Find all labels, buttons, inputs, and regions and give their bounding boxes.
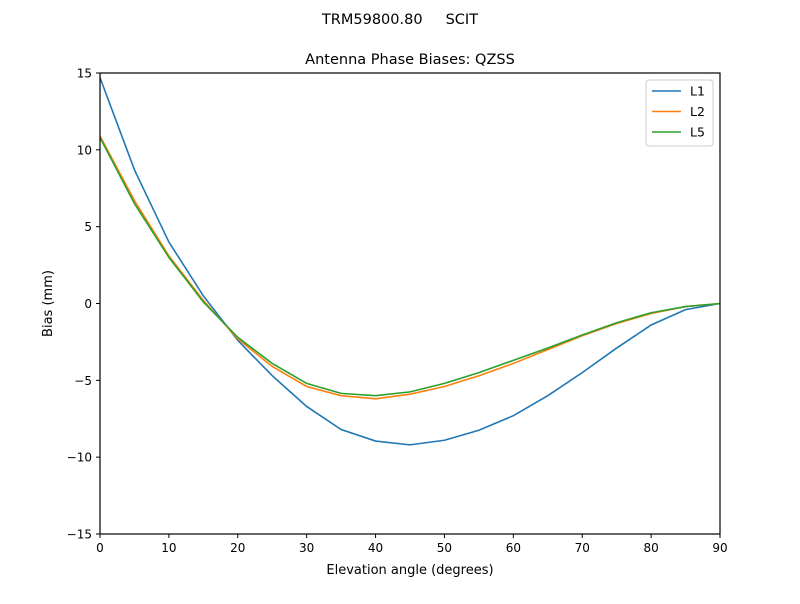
plot-area xyxy=(99,77,721,446)
x-tick-label: 0 xyxy=(96,541,104,555)
y-tick-label: 0 xyxy=(84,297,92,311)
legend: L1 L2 L5 xyxy=(645,79,714,147)
series-line-L1 xyxy=(99,77,721,446)
x-tick-label: 70 xyxy=(575,541,590,555)
y-tick-label: 15 xyxy=(77,67,92,81)
legend-box xyxy=(645,79,714,147)
legend-label: L2 xyxy=(690,104,705,119)
axes-frame xyxy=(99,72,721,535)
x-tick-label: 30 xyxy=(299,541,314,555)
chart-title: Antenna Phase Biases: QZSS xyxy=(305,52,515,68)
legend-label: L5 xyxy=(690,125,705,140)
x-tick-label: 20 xyxy=(230,541,245,555)
x-axis-label: Elevation angle (degrees) xyxy=(326,563,493,578)
y-tick-label: −15 xyxy=(67,528,92,542)
x-tick-label: 50 xyxy=(437,541,452,555)
series-line-L5 xyxy=(99,137,721,397)
x-tick-label: 40 xyxy=(368,541,383,555)
y-tick-label: 10 xyxy=(77,143,92,157)
chart-suptitle: TRM59800.80 SCIT xyxy=(321,12,478,28)
series-line-L2 xyxy=(99,135,721,400)
x-tick-label: 90 xyxy=(712,541,727,555)
y-tick-label: −10 xyxy=(67,451,92,465)
y-tick-label: −5 xyxy=(74,374,92,388)
x-tick-label: 10 xyxy=(161,541,176,555)
y-tick-label: 5 xyxy=(84,220,92,234)
x-tick-label: 60 xyxy=(506,541,521,555)
y-axis-label: Bias (mm) xyxy=(41,270,56,337)
x-tick-label: 80 xyxy=(643,541,658,555)
legend-label: L1 xyxy=(690,84,705,99)
